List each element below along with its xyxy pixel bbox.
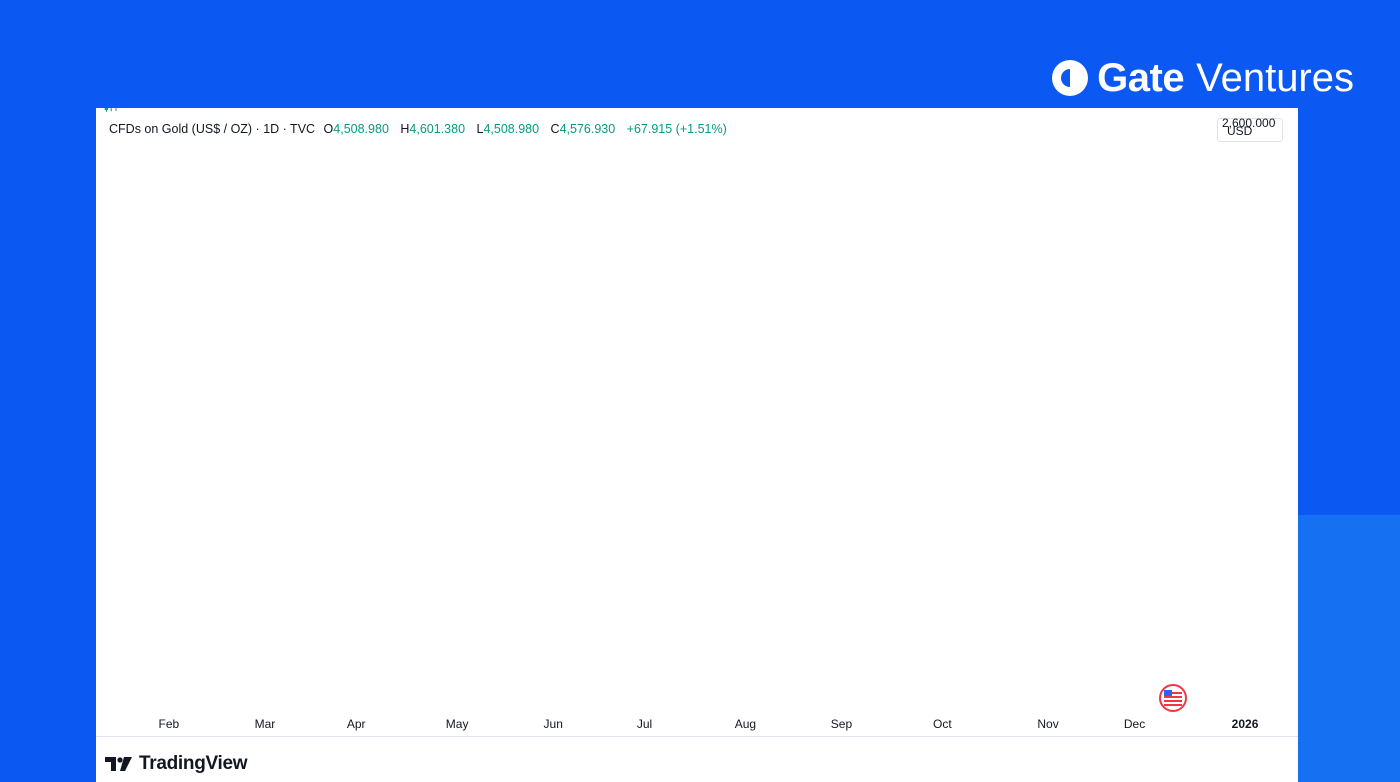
brand-subtitle: Ventures: [1196, 55, 1354, 100]
candlestick-chart[interactable]: 2,600.0002,800.0003,000.0003,200.0003,40…: [96, 108, 1298, 736]
tradingview-brand: TradingView: [139, 753, 248, 774]
low-value: 4,508.980: [483, 122, 540, 136]
change-value: +67.915 (+1.51%): [626, 122, 727, 136]
open-label: O: [323, 122, 334, 136]
candle: [110, 108, 112, 112]
symbol-name: CFDs on Gold (US$ / OZ) · 1D · TVC: [109, 122, 316, 136]
x-tick-label: May: [446, 717, 469, 731]
open-value: 4,508.980: [333, 122, 389, 136]
x-tick-label: 2026: [1232, 717, 1259, 731]
high-label: H: [400, 122, 410, 136]
candle-body: [104, 108, 109, 110]
flag-canton: [1164, 690, 1172, 696]
low-label: L: [476, 122, 484, 136]
brand-name: Gate: [1097, 55, 1185, 100]
us-flag-icon: [1159, 684, 1187, 712]
x-tick-label: Jul: [637, 717, 652, 731]
chart-panel: CFDs on Gold (US$ / OZ) · 1D · TVC O4,50…: [96, 108, 1298, 782]
x-tick-label: Aug: [735, 717, 756, 731]
footer-divider: [96, 736, 1298, 737]
candle: [115, 108, 117, 112]
x-tick-label: Jun: [544, 717, 563, 731]
tradingview-logo: TradingView: [104, 753, 248, 775]
x-tick-label: Nov: [1037, 717, 1058, 731]
background-accent: [1297, 515, 1400, 782]
gate-ventures-logo: Gate Ventures: [1049, 52, 1354, 104]
flag-stripe: [1164, 696, 1182, 698]
flag-stripe: [1164, 700, 1182, 702]
tradingview-icon: [105, 757, 132, 771]
x-tick-label: Mar: [255, 717, 276, 731]
x-tick-label: Oct: [933, 717, 952, 731]
x-tick-label: Apr: [347, 717, 366, 731]
flag-stripe: [1164, 692, 1182, 694]
candle: [104, 108, 109, 112]
symbol-header: CFDs on Gold (US$ / OZ) · 1D · TVC O4,50…: [109, 122, 735, 136]
flag-stripe: [1164, 704, 1182, 706]
currency-selector[interactable]: USD: [1217, 118, 1283, 142]
x-tick-label: Feb: [159, 717, 180, 731]
x-tick-label: Dec: [1124, 717, 1145, 731]
high-value: 4,601.380: [409, 122, 466, 136]
y-tick-label: 2,600.000: [1222, 116, 1276, 130]
x-tick-label: Sep: [831, 717, 853, 731]
close-value: 4,576.930: [559, 122, 616, 136]
close-label: C: [550, 122, 560, 136]
gate-logo-icon: [1052, 60, 1089, 96]
